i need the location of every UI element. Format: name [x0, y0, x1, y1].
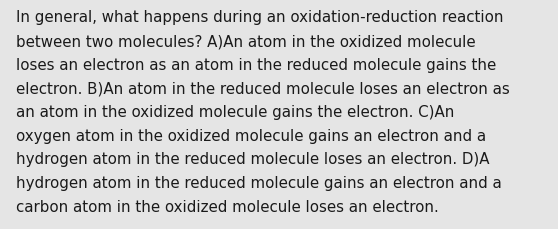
Text: oxygen atom in the oxidized molecule gains an electron and a: oxygen atom in the oxidized molecule gai…: [16, 128, 486, 143]
Text: hydrogen atom in the reduced molecule loses an electron. D)A: hydrogen atom in the reduced molecule lo…: [16, 152, 489, 167]
Text: between two molecules? A)An atom in the oxidized molecule: between two molecules? A)An atom in the …: [16, 34, 475, 49]
Text: electron. B)An atom in the reduced molecule loses an electron as: electron. B)An atom in the reduced molec…: [16, 81, 509, 96]
Text: an atom in the oxidized molecule gains the electron. C)An: an atom in the oxidized molecule gains t…: [16, 105, 454, 120]
Text: loses an electron as an atom in the reduced molecule gains the: loses an electron as an atom in the redu…: [16, 57, 496, 72]
Text: carbon atom in the oxidized molecule loses an electron.: carbon atom in the oxidized molecule los…: [16, 199, 439, 214]
Text: hydrogen atom in the reduced molecule gains an electron and a: hydrogen atom in the reduced molecule ga…: [16, 175, 502, 190]
Text: In general, what happens during an oxidation-reduction reaction: In general, what happens during an oxida…: [16, 10, 503, 25]
